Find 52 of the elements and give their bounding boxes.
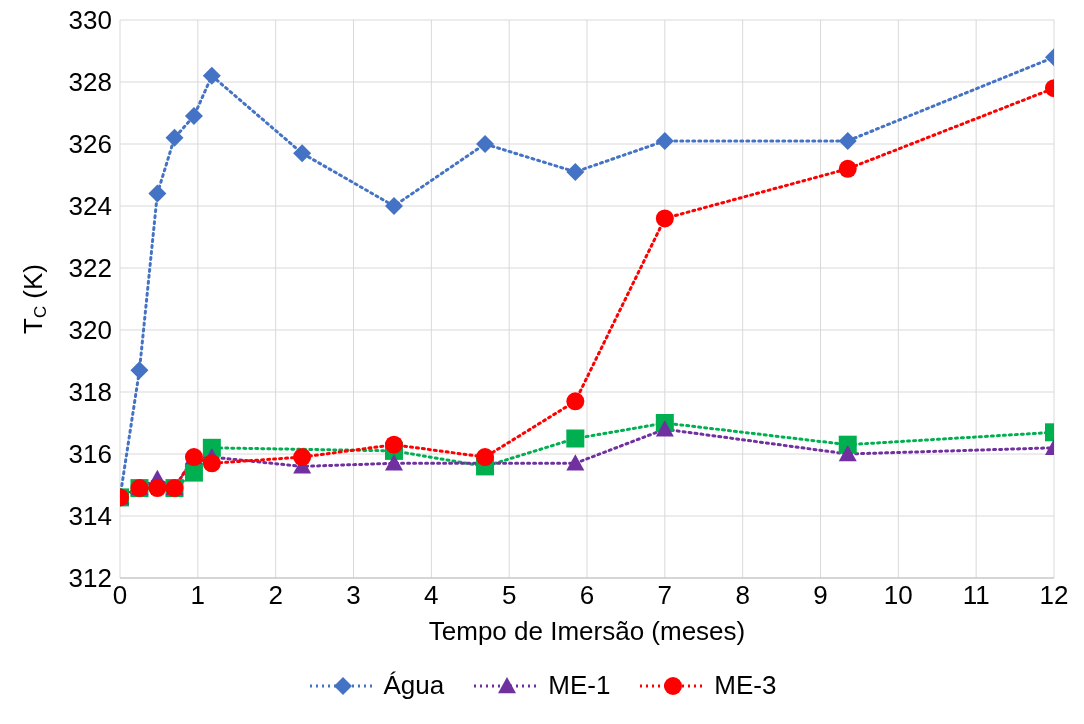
point [655, 420, 674, 437]
point [202, 66, 221, 85]
y-tick-label: 314 [68, 501, 112, 532]
point [566, 454, 585, 471]
legend-label: ME-3 [714, 670, 777, 701]
y-tick-label: 330 [68, 5, 112, 36]
y-tick-label: 322 [68, 253, 112, 284]
x-tick-label: 1 [190, 580, 206, 611]
y-tick-label: 316 [68, 439, 112, 470]
x-axis-title: Tempo de Imersão (meses) [428, 616, 746, 646]
point [566, 429, 585, 448]
legend-label: ME-1 [548, 670, 611, 701]
y-tick-label: 320 [68, 315, 112, 346]
y-tick-label: 328 [68, 67, 112, 98]
x-tick-label: 9 [813, 580, 828, 611]
x-tick-label: 5 [501, 580, 517, 611]
legend-label: Água [383, 670, 445, 701]
x-tick-label: 12 [1039, 580, 1069, 611]
point [566, 162, 585, 181]
point [148, 184, 167, 203]
x-tick-label: 0 [112, 580, 128, 611]
point [165, 128, 184, 147]
x-tick-label: 6 [579, 580, 595, 611]
point [148, 479, 167, 498]
x-tick-label: 7 [657, 580, 673, 611]
x-tick-label: 11 [962, 580, 990, 611]
point [184, 107, 203, 126]
y-tick-label: 318 [68, 377, 112, 408]
point [384, 435, 403, 454]
point [384, 454, 403, 471]
point [293, 144, 312, 163]
point [838, 159, 857, 178]
point [384, 197, 403, 215]
point [476, 135, 495, 153]
x-tick-label: 3 [346, 580, 361, 611]
point [838, 131, 857, 150]
point [476, 448, 495, 467]
point [655, 131, 674, 150]
y-tick-label: 326 [68, 129, 112, 160]
point [566, 392, 585, 411]
y-tick-label: 324 [68, 191, 112, 222]
y-tick-label: 312 [68, 563, 112, 594]
point [130, 361, 149, 380]
x-tick-label: 2 [268, 580, 283, 611]
x-tick-label: 4 [424, 580, 439, 611]
point [655, 209, 674, 228]
x-tick-label: 10 [883, 580, 913, 611]
point [184, 463, 203, 482]
point [293, 448, 312, 467]
point [838, 445, 857, 462]
x-tick-label: 8 [735, 580, 750, 611]
point [202, 454, 221, 473]
